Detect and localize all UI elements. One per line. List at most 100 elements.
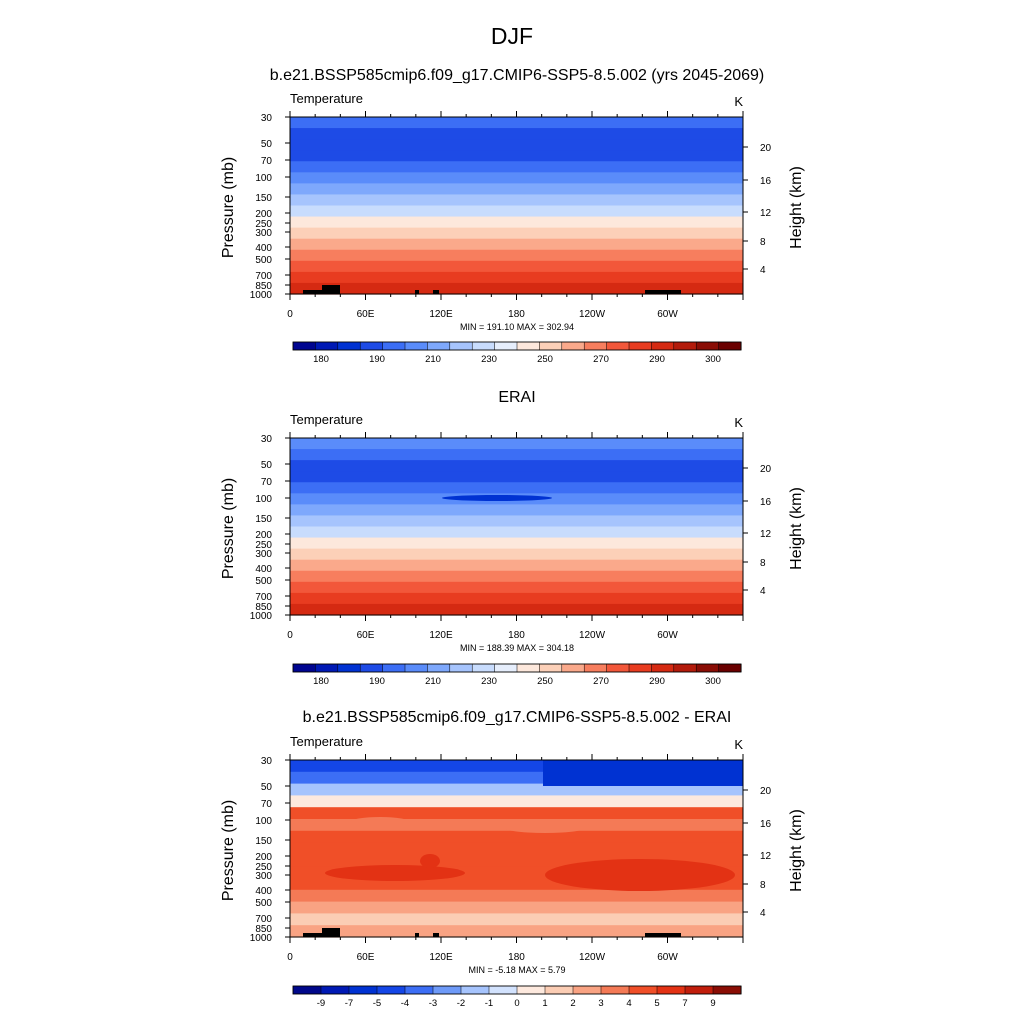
colorbar-swatch xyxy=(718,663,742,673)
y-tick-label: 1000 xyxy=(250,611,273,622)
y-tick-label: 200 xyxy=(255,530,272,541)
contour-band xyxy=(290,128,743,140)
contour-region xyxy=(500,819,590,833)
colorbar-label: 270 xyxy=(593,676,609,687)
variable-label: Temperature xyxy=(290,91,363,106)
x-tick-label: 60E xyxy=(357,952,375,963)
y-right-tick-label: 12 xyxy=(760,529,772,540)
contour-band xyxy=(290,537,743,550)
y-right-tick-label: 16 xyxy=(760,819,772,830)
contour-band xyxy=(290,205,743,218)
colorbar-swatch xyxy=(600,985,630,995)
colorbar-label: 210 xyxy=(425,676,441,687)
colorbar-swatch xyxy=(404,341,428,351)
colorbar-swatch xyxy=(673,663,697,673)
y-tick-label: 700 xyxy=(255,271,272,282)
colorbar-label: -5 xyxy=(373,998,381,1009)
contour-band xyxy=(290,449,743,461)
colorbar-swatch xyxy=(516,341,540,351)
contour-band xyxy=(290,795,743,808)
y-tick-label: 50 xyxy=(261,782,273,793)
colorbar-label: 230 xyxy=(481,354,497,365)
y-right-tick-label: 8 xyxy=(760,558,766,569)
y-tick-label: 400 xyxy=(255,564,272,575)
contour-band xyxy=(290,139,743,151)
y-tick-label: 500 xyxy=(255,255,272,266)
x-tick-label: 0 xyxy=(287,309,293,320)
contour-band xyxy=(290,603,743,616)
y-tick-label: 100 xyxy=(255,173,272,184)
y-tick-label: 30 xyxy=(261,434,273,445)
colorbar-label: 9 xyxy=(710,998,715,1009)
colorbar-swatch xyxy=(583,663,608,673)
colorbar-swatch xyxy=(572,985,602,995)
colorbar-swatch xyxy=(656,985,686,995)
y-right-tick-label: 16 xyxy=(760,176,772,187)
unit-label: K xyxy=(734,737,743,752)
colorbar-swatch xyxy=(404,985,434,995)
colorbar-label: 1 xyxy=(542,998,547,1009)
min-max-stats: MIN = 188.39 MAX = 304.18 xyxy=(460,643,574,653)
y-tick-label: 250 xyxy=(255,862,272,873)
colorbar-swatch xyxy=(427,341,451,351)
x-tick-label: 60E xyxy=(357,630,375,641)
y-axis-label: Pressure (mb) xyxy=(220,157,237,258)
figure-title: DJF xyxy=(491,23,533,49)
colorbar-swatch xyxy=(695,663,720,673)
contour-band xyxy=(290,842,743,855)
panel-3: b.e21.BSSP585cmip6.f09_g17.CMIP6-SSP5-8.… xyxy=(220,709,805,1009)
colorbar-swatch xyxy=(695,341,720,351)
topography xyxy=(645,290,681,294)
x-tick-label: 180 xyxy=(508,630,525,641)
contour-band xyxy=(290,271,743,284)
colorbar-frame xyxy=(292,341,742,351)
y-tick-label: 50 xyxy=(261,460,273,471)
topography xyxy=(433,290,439,294)
colorbar-swatch xyxy=(359,663,384,673)
y-right-tick-label: 12 xyxy=(760,208,772,219)
y-tick-label: 400 xyxy=(255,243,272,254)
y-right-tick-label: 12 xyxy=(760,851,772,862)
y-tick-label: 300 xyxy=(255,549,272,560)
contour-band xyxy=(290,238,743,251)
colorbar-label: 250 xyxy=(537,676,553,687)
contour-band xyxy=(290,260,743,273)
colorbar-label: 210 xyxy=(425,354,441,365)
contour-band xyxy=(290,526,743,539)
colorbar-swatch xyxy=(628,985,658,995)
colorbar-label: -4 xyxy=(401,998,409,1009)
colorbar-swatch xyxy=(494,663,518,673)
contour-region xyxy=(350,817,410,827)
colorbar-swatch xyxy=(376,985,406,995)
contour-band xyxy=(290,559,743,572)
panel-1: b.e21.BSSP585cmip6.f09_g17.CMIP6-SSP5-8.… xyxy=(220,67,805,365)
colorbar-label: 190 xyxy=(369,676,385,687)
topography xyxy=(303,290,323,294)
variable-label: Temperature xyxy=(290,734,363,749)
contour-region xyxy=(325,865,465,881)
colorbar-swatch xyxy=(488,985,518,995)
y-right-tick-label: 4 xyxy=(760,586,766,597)
colorbar-label: 2 xyxy=(570,998,575,1009)
x-tick-label: 60W xyxy=(657,309,678,320)
colorbar-swatch xyxy=(315,341,339,351)
contour-band xyxy=(290,913,743,926)
colorbar-swatch xyxy=(382,341,406,351)
contour-band xyxy=(290,282,743,295)
colorbar-label: -7 xyxy=(345,998,353,1009)
contour-band xyxy=(290,249,743,262)
x-tick-label: 120W xyxy=(579,309,606,320)
y-tick-label: 700 xyxy=(255,592,272,603)
y-tick-label: 500 xyxy=(255,898,272,909)
colorbar-swatch xyxy=(471,663,496,673)
colorbar-label: 300 xyxy=(705,676,721,687)
colorbar-label: 3 xyxy=(598,998,603,1009)
x-tick-label: 60W xyxy=(657,630,678,641)
colorbar-swatch xyxy=(606,663,630,673)
contour-band xyxy=(290,504,743,517)
colorbar-label: 180 xyxy=(313,676,329,687)
y-right-axis-label: Height (km) xyxy=(788,166,805,249)
contour-band xyxy=(290,150,743,162)
y-right-axis-label: Height (km) xyxy=(788,809,805,892)
unit-label: K xyxy=(734,415,743,430)
